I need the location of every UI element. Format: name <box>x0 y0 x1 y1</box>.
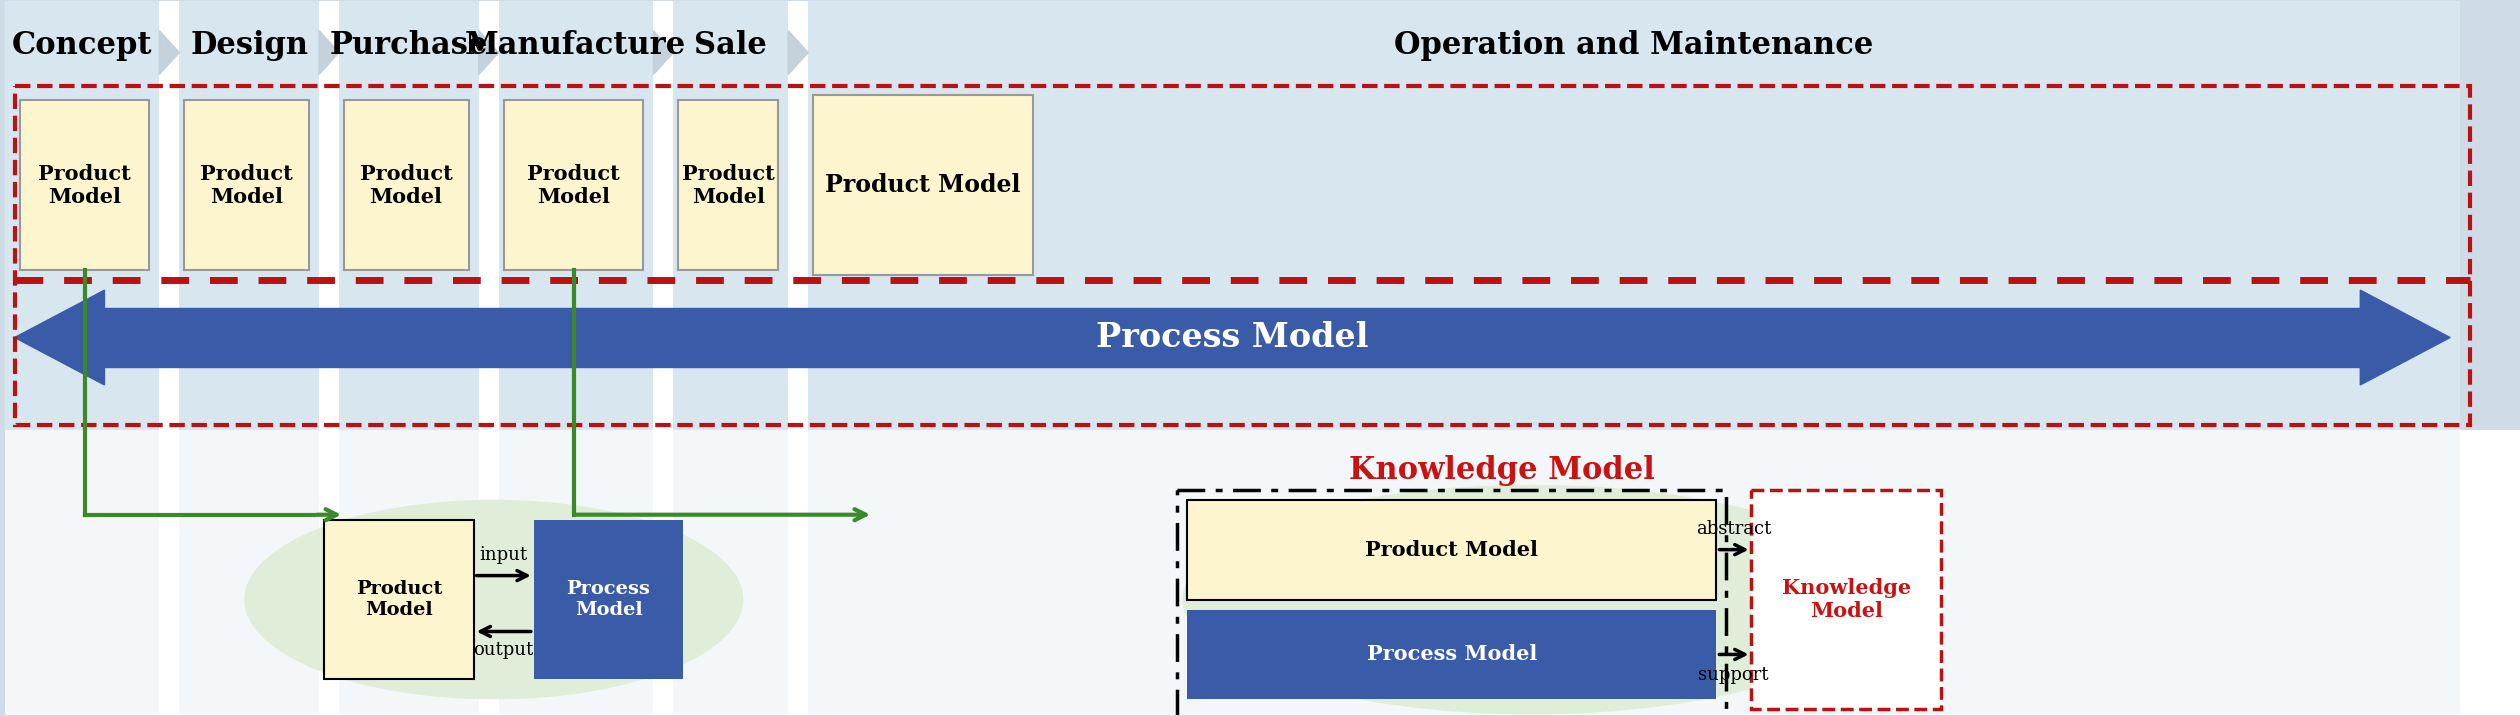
Text: Knowledge
Model: Knowledge Model <box>1782 578 1910 621</box>
Bar <box>184 100 310 270</box>
Bar <box>1187 500 1716 599</box>
Text: Purchase: Purchase <box>330 30 489 61</box>
Bar <box>179 1 320 430</box>
Bar <box>534 520 683 679</box>
Bar <box>673 1 789 430</box>
Bar <box>320 430 340 715</box>
Text: Process Model: Process Model <box>1096 321 1368 354</box>
Text: Concept: Concept <box>10 30 151 61</box>
Bar <box>673 430 789 715</box>
Bar <box>15 85 2470 425</box>
Bar <box>1187 609 1716 700</box>
Bar <box>653 430 673 715</box>
Bar <box>1751 490 1940 710</box>
Bar <box>325 520 474 679</box>
Bar <box>479 1 499 430</box>
Bar <box>814 95 1033 275</box>
Bar <box>809 1 2460 430</box>
Text: Manufacture: Manufacture <box>466 30 685 61</box>
Text: Process
Model: Process Model <box>567 580 650 619</box>
Polygon shape <box>789 31 809 74</box>
Polygon shape <box>15 290 103 385</box>
Text: Product Model: Product Model <box>824 173 1021 198</box>
Text: support: support <box>1698 667 1769 684</box>
Polygon shape <box>103 308 2361 367</box>
Bar <box>159 1 179 430</box>
Bar <box>1177 490 1726 716</box>
Polygon shape <box>479 31 499 74</box>
Text: Process Model: Process Model <box>1366 644 1537 664</box>
Bar <box>499 1 653 430</box>
Bar <box>504 100 643 270</box>
Text: Product
Model: Product Model <box>683 164 774 207</box>
Text: Sale: Sale <box>693 30 766 61</box>
Bar <box>5 430 2520 715</box>
Text: Product
Model: Product Model <box>355 580 441 619</box>
Bar <box>320 1 340 430</box>
Bar <box>789 1 809 430</box>
Bar <box>653 1 673 430</box>
Bar <box>678 100 779 270</box>
Text: Design: Design <box>189 30 307 61</box>
Bar <box>340 430 479 715</box>
Polygon shape <box>653 31 673 74</box>
Text: Operation and Maintenance: Operation and Maintenance <box>1394 30 1872 61</box>
Bar <box>499 430 653 715</box>
Bar <box>789 430 809 715</box>
Polygon shape <box>159 31 179 74</box>
Ellipse shape <box>244 500 743 700</box>
Text: input: input <box>479 546 527 563</box>
Polygon shape <box>320 31 340 74</box>
Text: abstract: abstract <box>1696 520 1772 538</box>
Text: Product
Model: Product Model <box>38 164 131 207</box>
Text: Product
Model: Product Model <box>199 164 292 207</box>
Text: Knowledge Model: Knowledge Model <box>1348 455 1656 486</box>
Bar <box>479 430 499 715</box>
Ellipse shape <box>1182 485 1882 715</box>
Text: Product
Model: Product Model <box>360 164 451 207</box>
Bar <box>5 430 159 715</box>
Bar <box>5 1 159 430</box>
Bar <box>340 1 479 430</box>
Polygon shape <box>2361 290 2449 385</box>
Bar <box>159 430 179 715</box>
Bar <box>345 100 469 270</box>
Text: output: output <box>474 642 534 659</box>
Text: Product Model: Product Model <box>1366 540 1540 560</box>
Bar <box>179 430 320 715</box>
Bar <box>20 100 149 270</box>
Bar <box>809 430 2460 715</box>
Text: Product
Model: Product Model <box>527 164 620 207</box>
